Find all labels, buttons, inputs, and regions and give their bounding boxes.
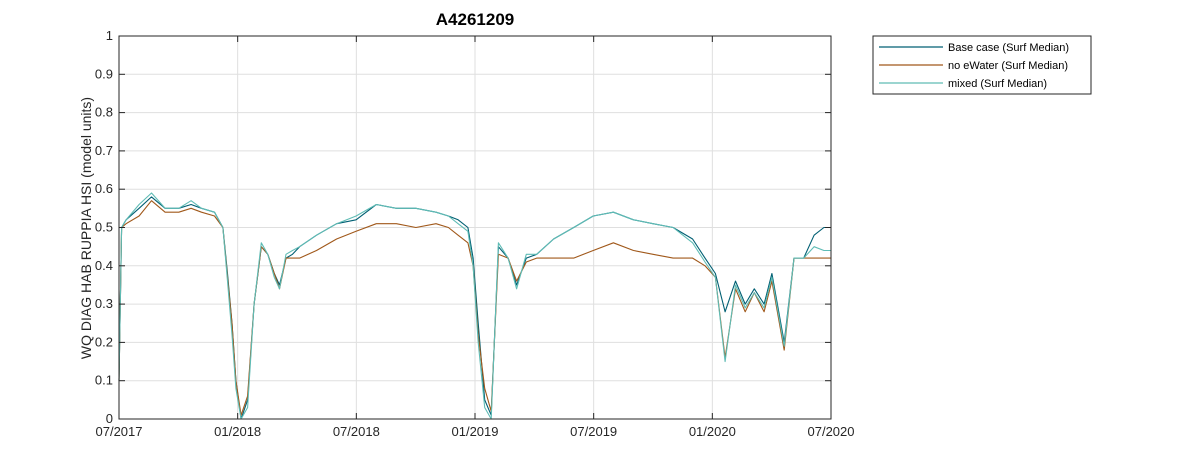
chart-title: A4261209 bbox=[436, 10, 514, 29]
y-tick-label: 1 bbox=[106, 28, 113, 43]
y-tick-label: 0.2 bbox=[95, 334, 113, 349]
y-tick-label: 0.4 bbox=[95, 258, 113, 273]
x-tick-labels: 07/2017 01/2018 07/2018 01/2019 07/2019 01/20… bbox=[96, 424, 855, 439]
series-layer bbox=[118, 192, 831, 420]
x-tick-label: 07/2019 bbox=[570, 424, 617, 439]
y-tick-label: 0 bbox=[106, 411, 113, 426]
y-tick-label: 0.1 bbox=[95, 373, 113, 388]
x-tick-label: 01/2019 bbox=[452, 424, 499, 439]
x-tick-label: 07/2017 bbox=[96, 424, 143, 439]
y-axis-label: WQ DIAG HAB RUPPIA HSI (model units) bbox=[78, 97, 94, 359]
series-line-3 bbox=[118, 192, 831, 420]
y-tick-label: 0.7 bbox=[95, 143, 113, 158]
x-tick-label: 07/2020 bbox=[808, 424, 855, 439]
tick-layer bbox=[118, 35, 832, 420]
legend: Base case (Surf Median) no eWater (Surf M… bbox=[872, 35, 1092, 95]
x-tick-label: 01/2018 bbox=[214, 424, 261, 439]
y-tick-label: 0.8 bbox=[95, 105, 113, 120]
y-tick-label: 0.6 bbox=[95, 181, 113, 196]
legend-label: mixed (Surf Median) bbox=[948, 78, 1047, 90]
y-tick-label: 0.5 bbox=[95, 220, 113, 235]
legend-label: Base case (Surf Median) bbox=[948, 42, 1069, 54]
grid-layer bbox=[119, 36, 831, 419]
legend-items: Base case (Surf Median) no eWater (Surf M… bbox=[879, 42, 1069, 90]
x-tick-label: 01/2020 bbox=[689, 424, 736, 439]
y-tick-label: 0.3 bbox=[95, 296, 113, 311]
y-tick-label: 0.9 bbox=[95, 66, 113, 81]
legend-label: no eWater (Surf Median) bbox=[948, 60, 1068, 72]
x-tick-label: 07/2018 bbox=[333, 424, 380, 439]
y-tick-labels: 0 0.1 0.2 0.3 0.4 0.5 0.6 0.7 0.8 0.9 1 bbox=[95, 28, 113, 426]
